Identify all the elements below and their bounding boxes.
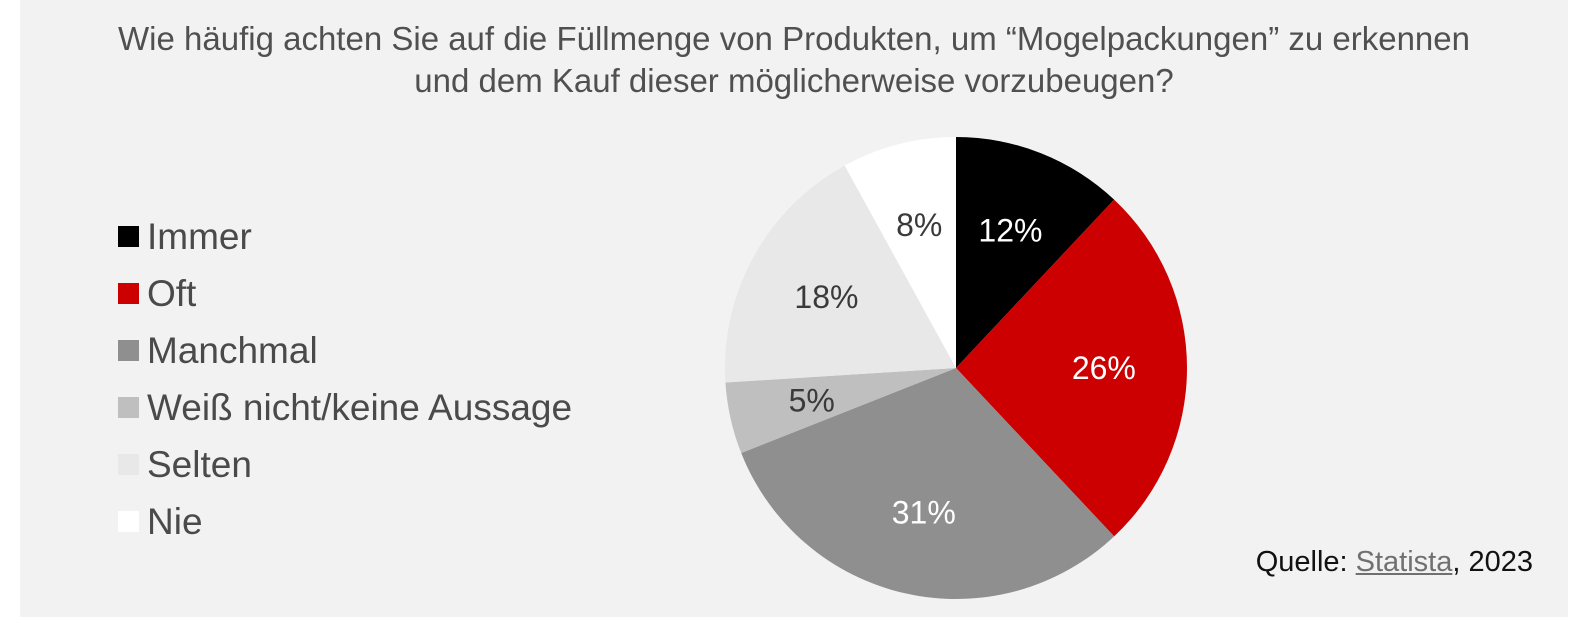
legend-item-oft: Oft — [118, 265, 572, 322]
chart-area: Wie häufig achten Sie auf die Füllmenge … — [20, 0, 1568, 617]
legend-swatch — [118, 397, 139, 418]
pie-slice-oft — [956, 199, 1187, 537]
legend-label: Oft — [147, 272, 197, 314]
source-note: Quelle: Statista, 2023 — [1256, 546, 1533, 579]
chart-title: Wie häufig achten Sie auf die Füllmenge … — [20, 18, 1568, 102]
legend-label: Selten — [147, 443, 252, 485]
pie-slice-manchmal — [741, 368, 1115, 599]
legend: Immer Oft Manchmal Weiß nicht/keine Aussage… — [118, 208, 572, 550]
pie-label-oft: 26% — [1072, 350, 1136, 386]
legend-label: Weiß nicht/keine Aussage — [147, 386, 573, 428]
chart-title-line-1: Wie häufig achten Sie auf die Füllmenge … — [118, 20, 1470, 57]
legend-item-immer: Immer — [118, 208, 572, 265]
pie-label-immer: 12% — [978, 213, 1042, 249]
legend-item-weiss-nicht-keine-aussage: Weiß nicht/keine Aussage — [118, 379, 572, 436]
legend-label: Manchmal — [147, 329, 318, 371]
pie-slice-nie — [844, 137, 956, 368]
source-link[interactable]: Statista — [1355, 546, 1453, 578]
pie-slice-selten — [725, 165, 956, 383]
source-prefix: Quelle: — [1255, 546, 1356, 578]
chart-title-line-2: und dem Kauf dieser möglicherweise vorzu… — [414, 62, 1174, 99]
pie-slice-immer — [956, 137, 1115, 368]
source-suffix: , 2023 — [1452, 546, 1533, 578]
pie-slice-weiss-nicht-keine-aussage — [725, 368, 956, 454]
legend-swatch — [118, 340, 139, 361]
legend-label: Immer — [147, 215, 252, 257]
legend-label: Nie — [147, 500, 203, 542]
legend-item-manchmal: Manchmal — [118, 322, 572, 379]
pie-chart: 12% 26% 31% 5% 18% 8% — [725, 137, 1187, 599]
pie-label-weiss-nicht-keine-aussage: 5% — [789, 382, 835, 418]
legend-swatch — [118, 511, 139, 532]
legend-swatch — [118, 283, 139, 304]
legend-swatch — [118, 226, 139, 247]
pie-label-selten: 18% — [794, 279, 858, 315]
legend-swatch — [118, 454, 139, 475]
legend-item-selten: Selten — [118, 436, 572, 493]
pie-label-nie: 8% — [896, 207, 942, 243]
pie-label-manchmal: 31% — [892, 494, 956, 530]
legend-item-nie: Nie — [118, 493, 572, 550]
